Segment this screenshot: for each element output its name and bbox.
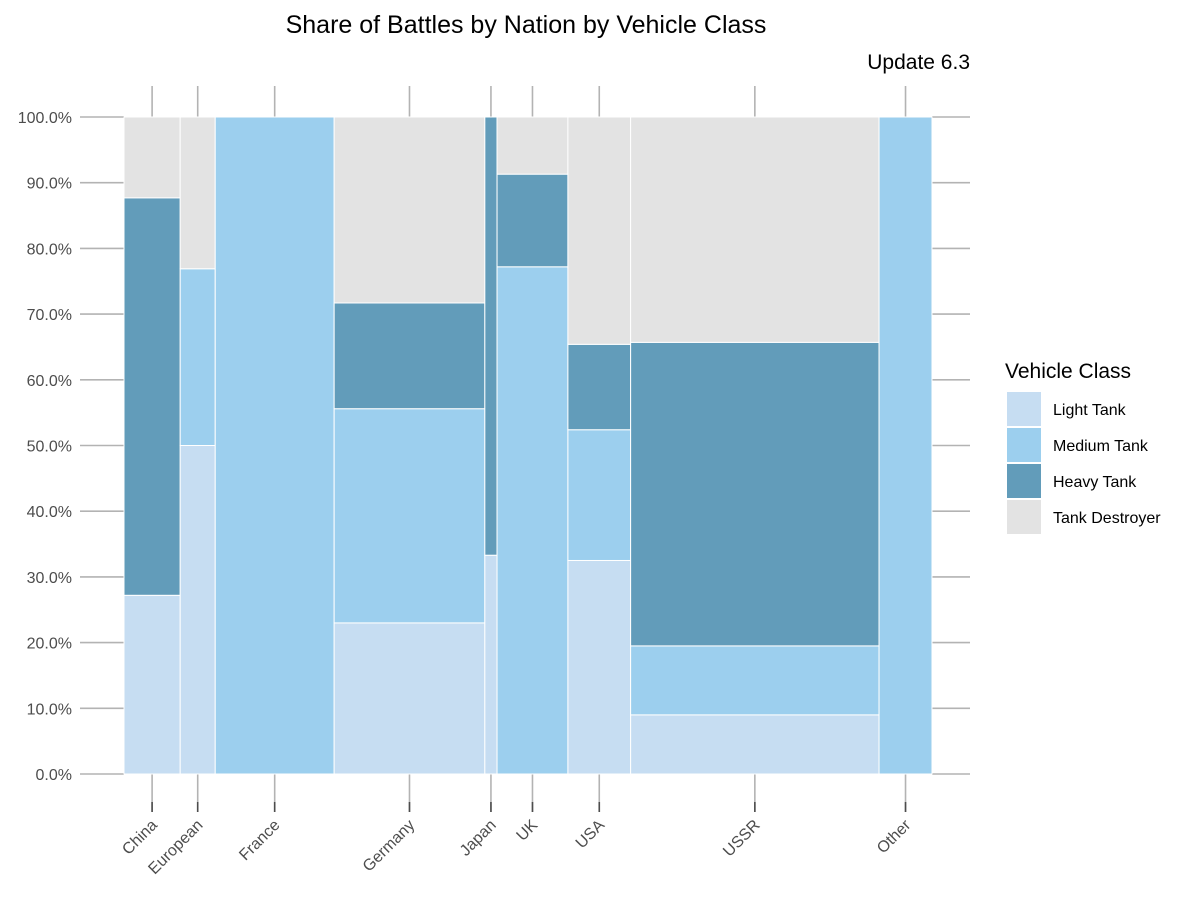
mosaic-cell-france-medium-tank: [214, 116, 335, 775]
mosaic-cell-uk-heavy-tank: [496, 173, 569, 268]
x-tick-label: UK: [514, 817, 542, 845]
mosaic-cell-usa-medium-tank: [567, 429, 632, 561]
y-tick-label: 10.0%: [27, 701, 72, 718]
chart-title: Share of Battles by Nation by Vehicle Cl…: [286, 11, 767, 39]
y-tick-label: 80.0%: [27, 241, 72, 258]
mosaic-cell-usa-tank-destroyer: [567, 116, 632, 345]
legend-label: Medium Tank: [1053, 438, 1149, 455]
legend-swatch: [1007, 428, 1041, 462]
legend-label: Light Tank: [1053, 402, 1127, 419]
y-tick-label: 90.0%: [27, 176, 72, 193]
mosaic-cell-china-tank-destroyer: [123, 116, 181, 199]
mosaic-cell-china-light-tank: [123, 594, 181, 775]
x-tick-label: China: [119, 817, 161, 859]
legend-swatch: [1007, 392, 1041, 426]
x-tick-label: Other: [874, 816, 915, 857]
mosaic-cell-european-medium-tank: [179, 268, 216, 446]
mosaic-cell-china-heavy-tank: [123, 197, 181, 596]
bars-layer: [123, 116, 933, 775]
mosaic-cell-ussr-tank-destroyer: [630, 116, 880, 343]
mosaic-cell-uk-medium-tank: [496, 266, 569, 775]
x-tick-label: Germany: [360, 817, 419, 876]
y-tick-label: 30.0%: [27, 570, 72, 587]
x-tick-label: USSR: [720, 817, 763, 860]
y-tick-label: 60.0%: [27, 373, 72, 390]
mosaic-cell-european-tank-destroyer: [179, 116, 216, 270]
mosaic-cell-germany-heavy-tank: [333, 302, 486, 410]
y-tick-label: 0.0%: [36, 767, 72, 784]
legend: Vehicle Class Light Tank Medium Tank Heavy…: [1005, 360, 1161, 534]
y-tick-label: 20.0%: [27, 636, 72, 653]
mosaic-cell-usa-light-tank: [567, 559, 632, 775]
mosaic-cell-other-medium-tank: [878, 116, 933, 775]
mosaic-cell-ussr-light-tank: [630, 714, 880, 775]
mosaic-cell-ussr-heavy-tank: [630, 341, 880, 647]
legend-swatch: [1007, 500, 1041, 534]
mosaic-cell-germany-medium-tank: [333, 408, 486, 624]
chart-subtitle: Update 6.3: [867, 51, 970, 74]
mosaic-cell-ussr-medium-tank: [630, 645, 880, 716]
legend-entries: Light Tank Medium Tank Heavy Tank Tank Dest…: [1007, 392, 1161, 534]
x-tick-label: France: [236, 817, 283, 864]
legend-label: Tank Destroyer: [1053, 510, 1161, 527]
y-tick-label: 100.0%: [18, 110, 72, 127]
mosaic-cell-japan-light-tank: [484, 554, 498, 775]
mosaic-cell-germany-light-tank: [333, 622, 486, 775]
axis-layer: [80, 86, 970, 812]
mosaic-cell-european-light-tank: [179, 445, 216, 775]
mosaic-cell-usa-heavy-tank: [567, 343, 632, 431]
x-tick-label: Japan: [457, 817, 500, 860]
mosaic-cell-japan-heavy-tank: [484, 116, 498, 556]
y-tick-label: 40.0%: [27, 504, 72, 521]
legend-label: Heavy Tank: [1053, 474, 1137, 491]
mosaic-cell-germany-tank-destroyer: [333, 116, 486, 304]
legend-swatch: [1007, 464, 1041, 498]
mosaic-cell-uk-tank-destroyer: [496, 116, 569, 175]
x-tick-label: USA: [573, 817, 609, 853]
y-tick-label: 50.0%: [27, 439, 72, 456]
y-axis-tick-labels: 0.0% 10.0% 20.0% 30.0% 40.0% 50.0% 60.0% 70.0% 8…: [18, 110, 72, 784]
y-tick-label: 70.0%: [27, 307, 72, 324]
legend-title: Vehicle Class: [1005, 360, 1131, 383]
